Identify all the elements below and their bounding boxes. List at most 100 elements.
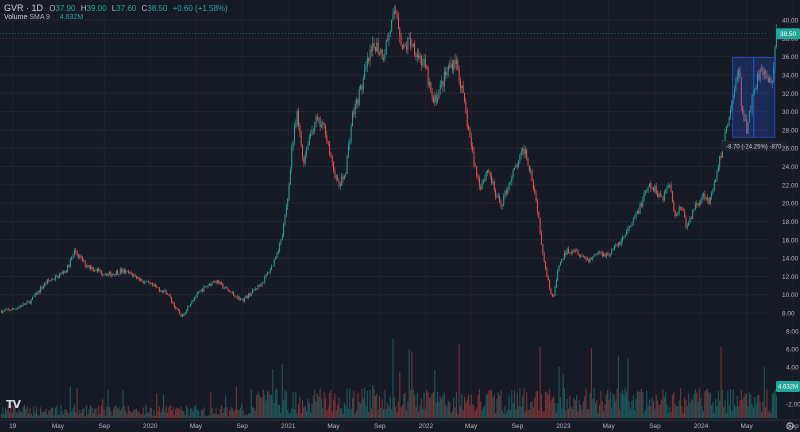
candle-body xyxy=(10,310,12,311)
candle-body xyxy=(635,213,637,218)
volume-bar xyxy=(615,401,617,418)
volume-legend[interactable]: Volume SMA 9 4.632M xyxy=(4,14,83,21)
candle-body xyxy=(612,248,614,250)
symbol-title[interactable]: GVR · 1D xyxy=(4,3,44,13)
volume-bar xyxy=(426,390,428,418)
volume-bar xyxy=(26,405,28,418)
candle-body xyxy=(76,251,78,255)
low-value: 37.60 xyxy=(116,4,137,13)
settings-gear-icon[interactable] xyxy=(786,422,794,430)
volume-bar xyxy=(204,415,206,418)
candle-body xyxy=(493,181,495,190)
candle-body xyxy=(545,261,547,269)
candle-body xyxy=(291,146,293,170)
volume-bar xyxy=(677,405,679,418)
volume-bar xyxy=(302,400,304,418)
candle-body xyxy=(586,258,588,261)
volume-bar xyxy=(369,389,371,418)
volume-bar xyxy=(67,412,69,418)
candle-body xyxy=(239,298,241,301)
candle-body xyxy=(295,124,297,128)
candle-body xyxy=(320,124,322,127)
volume-bar xyxy=(599,404,601,418)
volume-bar xyxy=(566,398,568,418)
volume-bar xyxy=(478,389,480,418)
candle-body xyxy=(450,63,452,68)
candle-body xyxy=(141,279,143,282)
volume-bar xyxy=(756,395,759,418)
candle-body xyxy=(107,274,109,276)
volume-bar xyxy=(435,402,437,418)
candle-body xyxy=(249,293,251,296)
candle-body xyxy=(271,266,272,270)
candle-body xyxy=(653,187,655,192)
candle-body xyxy=(30,299,32,304)
volume-bar xyxy=(611,408,613,418)
candle-body xyxy=(546,268,548,277)
volume-bar xyxy=(459,406,462,418)
volume-bar xyxy=(528,409,530,418)
tradingview-logo-icon[interactable]: TV xyxy=(6,398,21,411)
volume-bar xyxy=(516,392,518,418)
candle-body xyxy=(674,210,676,217)
candle-body xyxy=(299,125,301,133)
volume-bar xyxy=(704,390,706,418)
candle-body xyxy=(194,297,196,301)
volume-bar xyxy=(365,405,367,418)
candle-body xyxy=(131,273,133,276)
volume-bar xyxy=(400,407,402,418)
volume-bar xyxy=(308,402,310,418)
candle-body xyxy=(580,255,582,257)
volume-bar xyxy=(550,400,552,418)
candle-body xyxy=(460,80,461,89)
volume-bar xyxy=(427,392,429,418)
candle-body xyxy=(659,193,661,196)
volume-bar xyxy=(700,397,702,418)
candle-body xyxy=(384,53,386,59)
volume-bar xyxy=(696,392,698,418)
volume-bar xyxy=(395,406,397,418)
volume-bar xyxy=(592,399,594,418)
volume-bar xyxy=(48,410,50,418)
candle-body xyxy=(6,308,8,310)
candle-body xyxy=(69,259,71,268)
volume-bar xyxy=(129,410,131,418)
candle-body xyxy=(526,149,528,159)
volume-bar xyxy=(690,399,692,418)
volume-bar xyxy=(183,411,185,418)
price-tick-label: 36.00 xyxy=(782,54,799,61)
volume-bar xyxy=(422,409,424,418)
volume-bar xyxy=(61,411,63,418)
volume-bar xyxy=(273,403,275,418)
candle-body xyxy=(670,185,672,192)
candle-body xyxy=(100,270,102,274)
candle-body xyxy=(505,190,507,194)
candle-body xyxy=(91,267,93,269)
volume-bar xyxy=(250,388,252,418)
volume-bar xyxy=(627,358,629,418)
volume-bar xyxy=(454,407,456,418)
candle-body xyxy=(144,282,146,283)
candle-body xyxy=(717,166,719,172)
candle-body xyxy=(353,112,355,115)
volume-bar xyxy=(184,414,186,418)
volume-bar xyxy=(572,409,574,418)
candle-body xyxy=(707,197,709,200)
volume-bar xyxy=(485,395,487,418)
volume-bar xyxy=(229,410,231,418)
volume-bar xyxy=(558,366,560,418)
time-tick-label: 19 xyxy=(9,423,17,430)
candle-body xyxy=(258,284,260,286)
candle-body xyxy=(765,71,767,74)
candle-body xyxy=(682,209,684,211)
volume-bar xyxy=(307,398,309,418)
volume-bar xyxy=(665,391,667,418)
candle-body xyxy=(361,85,363,90)
candle-body xyxy=(158,288,160,292)
candle-body xyxy=(536,200,538,212)
volume-bar xyxy=(684,397,686,418)
candle-body xyxy=(217,280,218,284)
volume-bar xyxy=(346,388,348,418)
candle-body xyxy=(250,293,252,296)
